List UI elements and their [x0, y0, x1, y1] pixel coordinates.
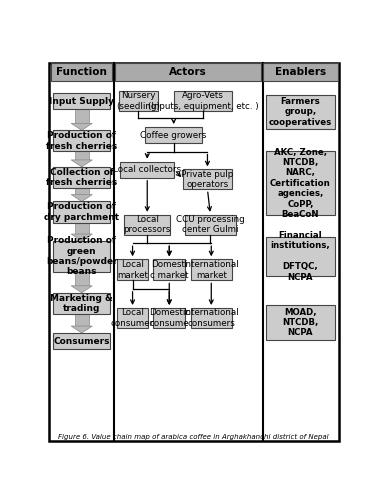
Text: Function: Function — [56, 67, 107, 77]
FancyBboxPatch shape — [153, 308, 185, 328]
Text: Domestic
consume: Domestic consume — [149, 308, 190, 328]
Text: Nursery
(seedling): Nursery (seedling) — [116, 92, 160, 111]
Text: CCU processing
center Gulmi: CCU processing center Gulmi — [176, 215, 245, 234]
FancyBboxPatch shape — [153, 259, 185, 280]
FancyBboxPatch shape — [117, 259, 149, 280]
Text: Production of
fresh cherries: Production of fresh cherries — [46, 131, 117, 150]
FancyBboxPatch shape — [53, 333, 110, 349]
FancyBboxPatch shape — [53, 202, 110, 222]
FancyBboxPatch shape — [174, 91, 232, 111]
Text: Coffee growers: Coffee growers — [141, 130, 207, 140]
Polygon shape — [71, 194, 92, 202]
FancyBboxPatch shape — [185, 215, 236, 235]
FancyBboxPatch shape — [145, 127, 202, 143]
FancyBboxPatch shape — [263, 62, 338, 81]
Text: Collection of
fresh cherries: Collection of fresh cherries — [46, 168, 117, 187]
Text: AKC, Zone,
NTCDB,
NARC,
Certification
agencies,
CoPP,
BeaCoN: AKC, Zone, NTCDB, NARC, Certification ag… — [270, 148, 331, 219]
FancyBboxPatch shape — [266, 94, 335, 130]
FancyBboxPatch shape — [191, 308, 232, 328]
Polygon shape — [75, 110, 89, 124]
FancyBboxPatch shape — [191, 259, 232, 280]
FancyBboxPatch shape — [124, 215, 170, 235]
FancyBboxPatch shape — [51, 62, 112, 81]
Text: Local
consumer: Local consumer — [111, 308, 154, 328]
FancyBboxPatch shape — [266, 152, 335, 215]
Text: International
consumers: International consumers — [183, 308, 239, 328]
Polygon shape — [75, 222, 89, 234]
Polygon shape — [71, 326, 92, 333]
FancyBboxPatch shape — [49, 63, 339, 441]
Text: Local collectors: Local collectors — [113, 165, 181, 174]
Text: Agro-Vets
(Inputs, equipment, etc. ): Agro-Vets (Inputs, equipment, etc. ) — [148, 92, 258, 111]
Polygon shape — [71, 160, 92, 167]
Polygon shape — [75, 152, 89, 160]
Text: International
market: International market — [183, 260, 239, 280]
Text: Figure 6. Value chain map of arabica coffee in Arghakhanchi district of Nepal: Figure 6. Value chain map of arabica cof… — [58, 434, 329, 440]
FancyBboxPatch shape — [53, 292, 110, 314]
FancyBboxPatch shape — [114, 62, 261, 81]
Text: Marketing &
trading: Marketing & trading — [50, 294, 113, 313]
FancyBboxPatch shape — [120, 162, 174, 178]
Polygon shape — [71, 286, 92, 292]
Text: MOAD,
NTCDB,
NCPA: MOAD, NTCDB, NCPA — [282, 308, 319, 338]
FancyBboxPatch shape — [53, 130, 110, 152]
FancyBboxPatch shape — [266, 305, 335, 340]
FancyBboxPatch shape — [53, 167, 110, 188]
FancyBboxPatch shape — [183, 170, 232, 190]
Text: Production of
green
beans/powder
beans: Production of green beans/powder beans — [46, 236, 117, 277]
Text: Enablers: Enablers — [275, 67, 326, 77]
Polygon shape — [71, 234, 92, 241]
FancyBboxPatch shape — [53, 93, 110, 110]
Text: Farmers
group,
cooperatives: Farmers group, cooperatives — [269, 97, 332, 127]
FancyBboxPatch shape — [119, 91, 158, 111]
Polygon shape — [75, 272, 89, 286]
Text: Consumers: Consumers — [53, 336, 110, 345]
Text: Local
processors: Local processors — [124, 215, 171, 234]
Text: Input Supply: Input Supply — [49, 96, 114, 106]
FancyBboxPatch shape — [266, 237, 335, 276]
Text: Production of
dry parchment: Production of dry parchment — [44, 202, 119, 222]
Polygon shape — [71, 124, 92, 130]
Polygon shape — [75, 314, 89, 326]
Text: Domesti
c market: Domesti c market — [150, 260, 188, 280]
Text: Actors: Actors — [169, 67, 207, 77]
Text: Local
market: Local market — [117, 260, 148, 280]
FancyBboxPatch shape — [53, 241, 110, 272]
Polygon shape — [75, 188, 89, 194]
FancyBboxPatch shape — [117, 308, 149, 328]
Text: Financial
institutions,

DFTQC,
NCPA: Financial institutions, DFTQC, NCPA — [271, 231, 330, 281]
Text: Private pulp
operators: Private pulp operators — [181, 170, 233, 189]
